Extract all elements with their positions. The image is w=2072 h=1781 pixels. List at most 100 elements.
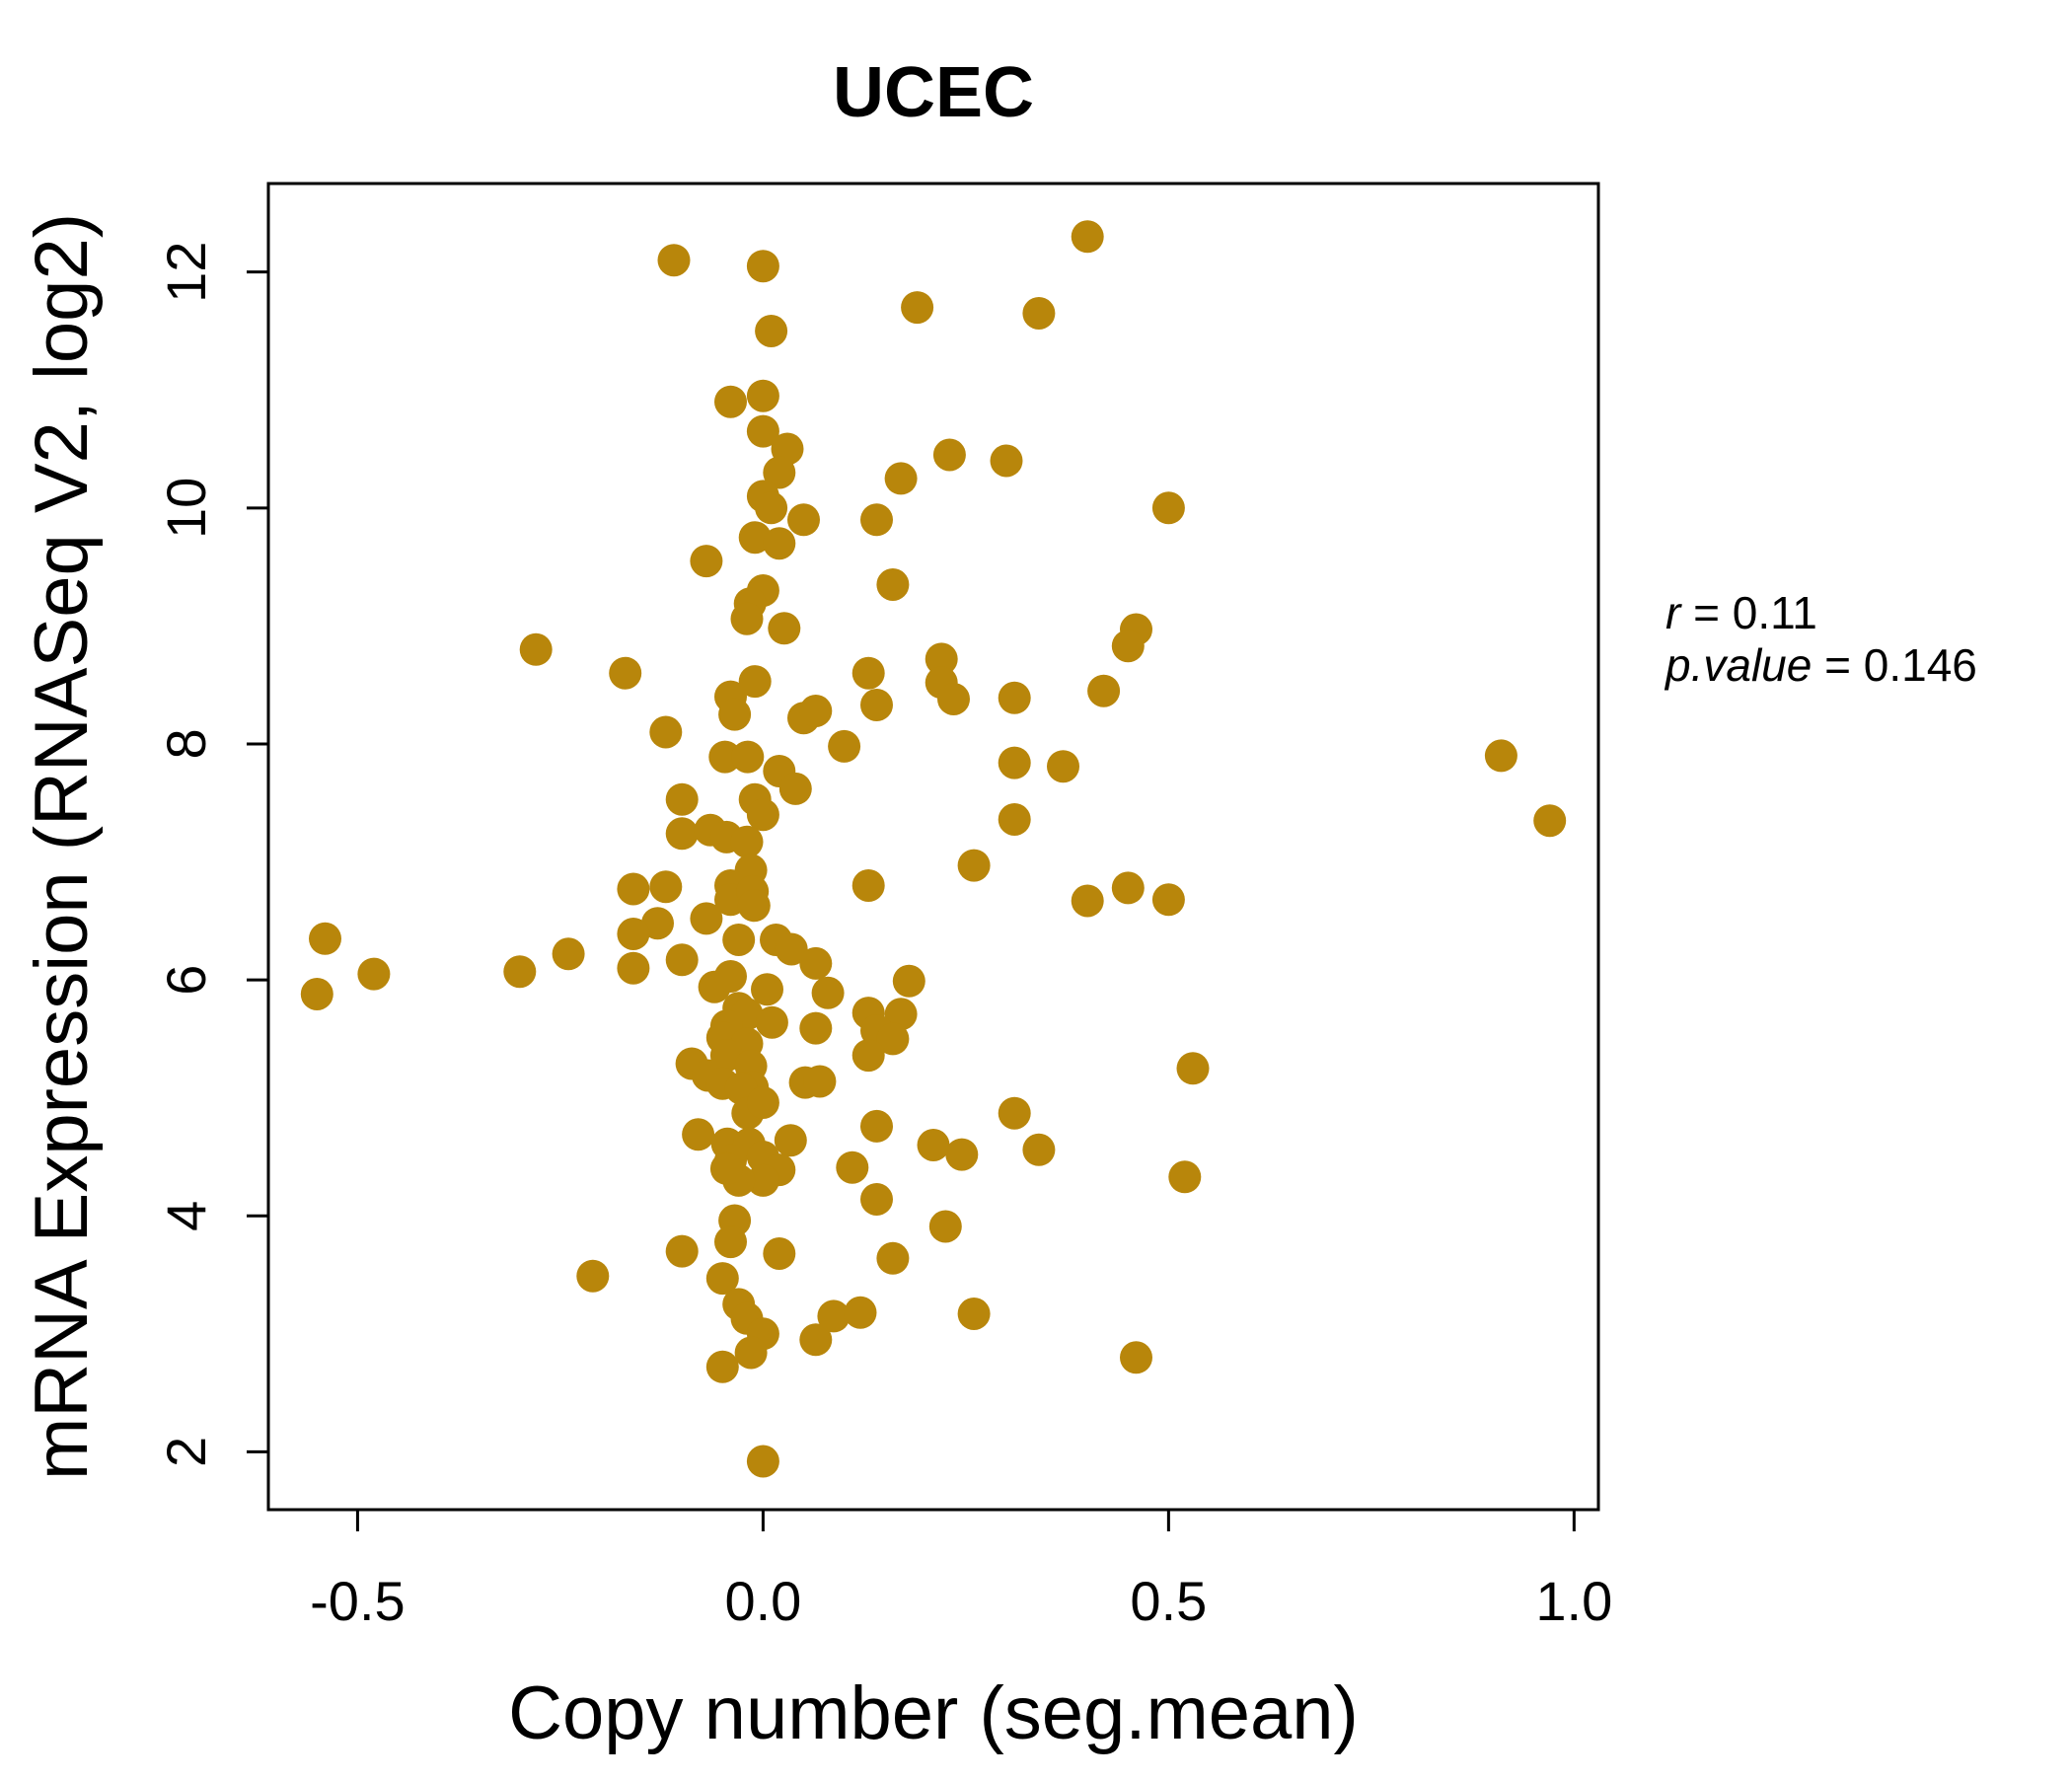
data-point	[860, 503, 893, 537]
data-point	[998, 746, 1031, 779]
y-tick-label: 8	[155, 728, 217, 759]
data-point	[746, 798, 779, 832]
data-point	[755, 1005, 788, 1039]
data-point	[734, 1336, 768, 1370]
data-point	[665, 782, 699, 816]
data-point	[300, 978, 333, 1010]
data-point	[357, 957, 391, 991]
data-point	[925, 642, 958, 676]
data-point	[828, 729, 861, 763]
p-variable: p.value	[1664, 639, 1812, 691]
data-point	[884, 462, 918, 495]
data-point	[778, 772, 812, 805]
data-point	[1022, 297, 1056, 330]
data-point	[876, 1241, 910, 1275]
data-point	[957, 849, 991, 882]
data-point	[737, 889, 771, 923]
p-value: = 0.146	[1812, 639, 1977, 691]
data-point	[917, 1129, 950, 1161]
data-point	[746, 414, 779, 448]
data-point	[1176, 1052, 1210, 1085]
data-point	[519, 632, 553, 666]
data-point	[746, 1163, 779, 1197]
data-point	[763, 1237, 796, 1270]
data-point	[682, 1118, 715, 1151]
data-point	[641, 907, 674, 940]
data-point	[665, 1234, 699, 1268]
data-point	[552, 937, 585, 971]
data-point	[746, 1445, 779, 1478]
data-point	[718, 698, 752, 731]
x-axis-ticks: -0.5 0.0 0.5 1.0	[310, 1510, 1612, 1632]
data-point	[799, 1323, 833, 1357]
data-point	[851, 1039, 885, 1073]
data-point	[309, 922, 341, 955]
data-point	[884, 998, 918, 1031]
y-tick-label: 10	[155, 478, 217, 539]
data-point	[649, 870, 683, 904]
data-point	[844, 1296, 877, 1329]
plot-box	[266, 182, 1600, 1512]
data-point	[709, 1039, 743, 1073]
data-point	[803, 1065, 837, 1098]
y-tick-label: 4	[155, 1201, 217, 1231]
data-point	[755, 315, 788, 347]
data-point	[617, 918, 650, 950]
data-point	[860, 1183, 893, 1216]
data-point	[799, 1011, 833, 1045]
data-point	[768, 612, 801, 645]
data-point	[836, 1150, 869, 1184]
data-point	[714, 385, 747, 418]
data-point	[1120, 1341, 1152, 1374]
data-point	[665, 943, 699, 977]
data-point	[609, 656, 642, 690]
data-point	[1111, 871, 1145, 905]
data-point	[1168, 1160, 1202, 1194]
data-point	[932, 438, 966, 472]
data-point	[746, 379, 779, 412]
data-point	[755, 491, 788, 525]
data-point	[851, 656, 885, 690]
data-point	[746, 1086, 779, 1119]
data-point	[657, 244, 691, 277]
data-point	[787, 503, 820, 537]
data-point	[738, 665, 772, 699]
data-point	[722, 924, 756, 956]
data-point	[998, 803, 1031, 836]
data-point	[945, 1138, 979, 1171]
data-point	[1022, 1133, 1056, 1166]
data-point	[901, 291, 934, 325]
r-variable: r	[1665, 587, 1682, 638]
y-tick-label: 6	[155, 965, 217, 996]
data-point	[763, 527, 796, 560]
data-point	[751, 973, 783, 1006]
data-point	[937, 683, 970, 715]
correlation-annotation-r: r = 0.11	[1665, 587, 1817, 638]
x-tick-label: 1.0	[1535, 1570, 1612, 1632]
data-point	[1071, 220, 1104, 254]
r-value: = 0.11	[1680, 587, 1817, 638]
data-point	[998, 1096, 1031, 1130]
data-point	[690, 902, 723, 935]
data-point	[860, 689, 893, 721]
data-point	[705, 1350, 739, 1383]
data-point	[1533, 804, 1567, 838]
data-point	[876, 568, 910, 601]
scatter-points	[300, 220, 1567, 1478]
data-point	[774, 1124, 807, 1157]
data-point	[1087, 674, 1121, 707]
data-point	[928, 1210, 962, 1243]
data-point	[775, 932, 808, 966]
chart-title: UCEC	[833, 53, 1034, 132]
data-point	[811, 976, 845, 1009]
data-point	[860, 1109, 893, 1143]
data-point	[876, 1022, 910, 1056]
x-tick-label: 0.0	[724, 1570, 801, 1632]
data-point	[738, 521, 772, 555]
data-point	[649, 715, 683, 749]
data-point	[746, 250, 779, 283]
data-point	[763, 456, 796, 489]
data-point	[665, 817, 699, 851]
